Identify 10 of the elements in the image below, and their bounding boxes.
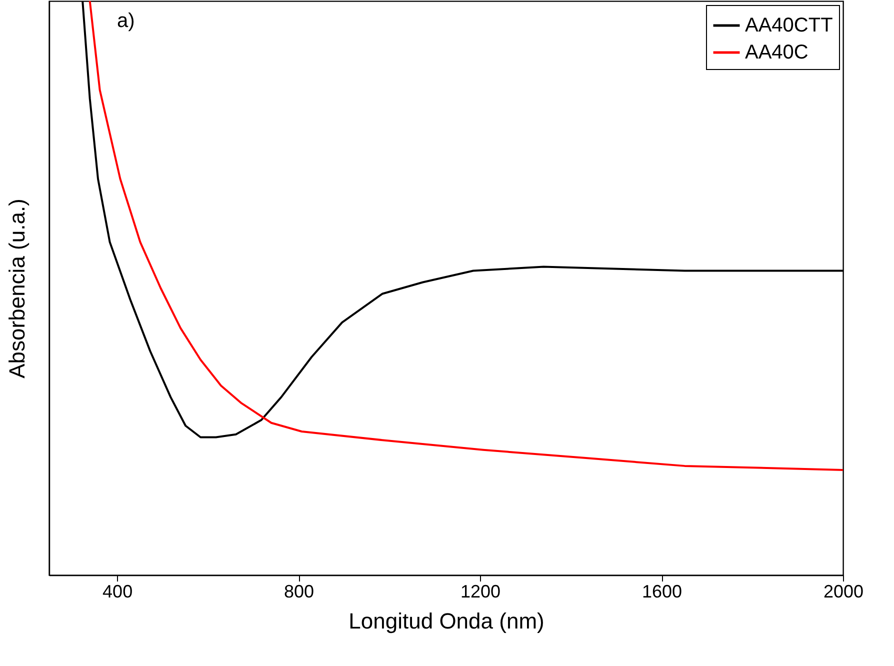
x-tick-label: 1600 bbox=[642, 582, 682, 602]
legend-label: AA40C bbox=[745, 42, 808, 64]
x-axis-title: Longitud Onda (nm) bbox=[348, 608, 544, 634]
x-tick-label: 400 bbox=[102, 582, 133, 602]
x-tick-label: 1200 bbox=[460, 582, 501, 602]
x-tick-label: 2000 bbox=[823, 582, 864, 602]
x-tick-label: 800 bbox=[284, 582, 314, 602]
y-axis-title: Absorbencia (u.a.) bbox=[4, 198, 30, 378]
annotation: a) bbox=[117, 10, 135, 32]
legend-label: AA40CTT bbox=[745, 14, 833, 36]
